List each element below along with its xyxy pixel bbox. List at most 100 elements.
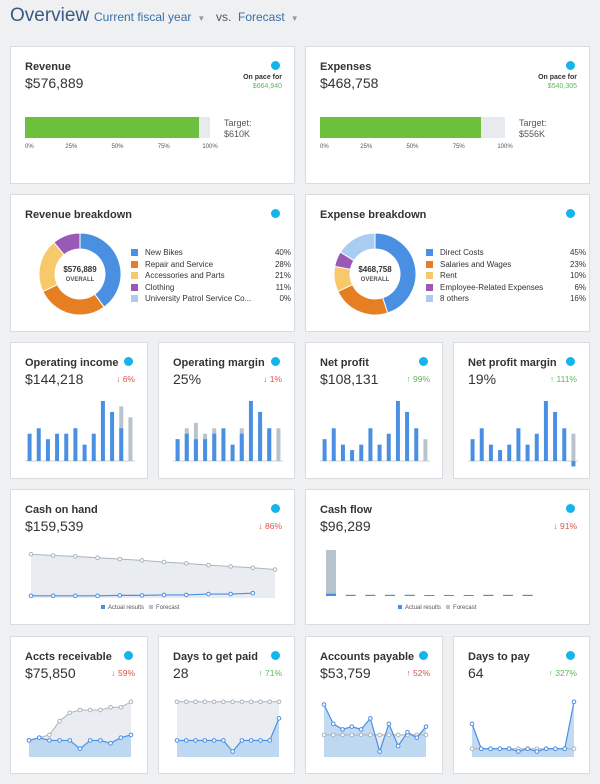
chart-legend: Actual results Forecast bbox=[101, 605, 179, 611]
xero-icon[interactable] bbox=[124, 357, 133, 366]
legend-label: Actual results bbox=[405, 605, 442, 611]
actual-bar bbox=[377, 444, 382, 461]
revenue-breakdown-card[interactable]: Revenue breakdown $576,889 OVERALL New B… bbox=[10, 194, 295, 332]
actual-point bbox=[395, 743, 401, 749]
progress-bar bbox=[320, 117, 505, 138]
forecast-point bbox=[211, 699, 217, 705]
progress-bar bbox=[25, 117, 210, 138]
xero-icon[interactable] bbox=[124, 651, 133, 660]
xero-icon[interactable] bbox=[566, 209, 575, 218]
change-value: 91% bbox=[559, 521, 577, 531]
forecast-point bbox=[193, 699, 198, 705]
change-indicator: ↓ 59% bbox=[111, 668, 135, 678]
actual-bar bbox=[119, 428, 124, 461]
xero-icon[interactable] bbox=[271, 651, 280, 660]
xero-icon[interactable] bbox=[271, 357, 280, 366]
actual-point bbox=[405, 729, 410, 735]
actual-bar bbox=[395, 401, 400, 461]
forecast-point bbox=[47, 732, 52, 738]
arrow-down-icon: ↓ bbox=[116, 374, 121, 384]
pace-info: On pace for $664,940 bbox=[243, 73, 282, 91]
arrow-down-icon: ↓ bbox=[553, 521, 558, 531]
actual-bar bbox=[345, 595, 356, 596]
actual-point bbox=[36, 735, 42, 740]
xero-icon[interactable] bbox=[271, 209, 280, 218]
legend-swatch bbox=[446, 605, 451, 610]
forecast-point bbox=[108, 704, 113, 710]
forecast-point bbox=[139, 558, 145, 563]
expenses-card[interactable]: Expenses $468,758 On pace for $540,305 0… bbox=[305, 46, 590, 184]
legend-pct: 0% bbox=[279, 294, 291, 303]
pace-value: $664,940 bbox=[252, 83, 282, 90]
days-to-pay-card[interactable]: Days to pay 64 ↑ 327% bbox=[453, 636, 590, 774]
xero-icon[interactable] bbox=[566, 504, 575, 513]
actual-bar bbox=[267, 428, 272, 461]
card-value: 25% bbox=[173, 371, 202, 387]
forecast-bar bbox=[571, 433, 576, 461]
net-profit-card[interactable]: Net profit $108,131 ↑ 99% bbox=[305, 342, 443, 479]
actual-bar bbox=[444, 595, 454, 596]
legend-pct: 40% bbox=[274, 248, 291, 257]
legend-swatch bbox=[426, 260, 433, 268]
legend-item[interactable]: Salaries and Wages 23% bbox=[426, 260, 586, 272]
xero-icon[interactable] bbox=[419, 651, 428, 660]
legend-item[interactable]: Accessories and Parts 21% bbox=[131, 271, 291, 283]
donut-slice bbox=[53, 232, 81, 256]
operating-income-card[interactable]: Operating income $144,218 ↓ 6% bbox=[10, 342, 148, 479]
card-title: Operating income bbox=[25, 357, 119, 369]
legend-item[interactable]: University Patrol Service Co... 0% bbox=[131, 294, 291, 306]
actual-point bbox=[543, 746, 549, 752]
pace-info: On pace for $540,305 bbox=[538, 73, 577, 91]
actual-bar bbox=[543, 401, 548, 461]
legend-item[interactable]: New Bikes 40% bbox=[131, 248, 291, 260]
xero-icon[interactable] bbox=[566, 61, 575, 70]
legend-item[interactable]: 8 others 16% bbox=[426, 294, 586, 306]
legend-label: Actual results bbox=[108, 605, 145, 611]
accounts-payable-card[interactable]: Accounts payable $53,759 ↑ 52% bbox=[305, 636, 443, 774]
days-to-pay-chart bbox=[469, 699, 577, 757]
expense-donut-chart bbox=[333, 232, 417, 316]
xero-icon[interactable] bbox=[419, 357, 428, 366]
legend-label: New Bikes bbox=[145, 248, 183, 257]
xero-icon[interactable] bbox=[566, 651, 575, 660]
tick-label: 50% bbox=[406, 144, 419, 150]
card-value: $159,539 bbox=[25, 518, 84, 534]
period-dropdown[interactable]: Current fiscal year ▼ bbox=[94, 10, 205, 24]
expense-breakdown-card[interactable]: Expense breakdown $468,758 OVERALL Direc… bbox=[305, 194, 590, 332]
days-to-get-paid-card[interactable]: Days to get paid 28 ↑ 71% bbox=[158, 636, 295, 774]
cash-on-hand-card[interactable]: Cash on hand $159,539 ↓ 86% Actual resul… bbox=[10, 489, 295, 625]
net-profit-margin-card[interactable]: Net profit margin 19% ↑ 111% bbox=[453, 342, 590, 479]
legend-item[interactable]: Repair and Service 28% bbox=[131, 260, 291, 272]
card-value: $96,289 bbox=[320, 518, 371, 534]
legend-item[interactable]: Rent 10% bbox=[426, 271, 586, 283]
legend-item[interactable]: Clothing 11% bbox=[131, 283, 291, 295]
card-title: Operating margin bbox=[173, 357, 265, 369]
actual-point bbox=[488, 746, 493, 752]
period-dropdown-label: Current fiscal year bbox=[94, 10, 192, 24]
xero-icon[interactable] bbox=[271, 504, 280, 513]
actual-bar bbox=[340, 444, 345, 461]
revenue-card[interactable]: Revenue $576,889 On pace for $664,940 0%… bbox=[10, 46, 295, 184]
xero-icon[interactable] bbox=[566, 357, 575, 366]
change-value: 99% bbox=[412, 374, 430, 384]
donut-center-label: $576,889 OVERALL bbox=[52, 265, 108, 285]
actual-point bbox=[87, 738, 93, 743]
compare-dropdown[interactable]: Forecast ▼ bbox=[238, 10, 299, 24]
xero-icon[interactable] bbox=[271, 61, 280, 70]
forecast-point bbox=[117, 556, 123, 562]
legend-label: Direct Costs bbox=[440, 248, 484, 257]
operating-margin-card[interactable]: Operating margin 25% ↓ 1% bbox=[158, 342, 295, 479]
legend-item[interactable]: Direct Costs 45% bbox=[426, 248, 586, 260]
legend-item[interactable]: Employee-Related Expenses 6% bbox=[426, 283, 586, 295]
progress-fill bbox=[320, 117, 481, 138]
change-indicator: ↓ 86% bbox=[258, 521, 282, 531]
actual-bar bbox=[507, 444, 512, 461]
donut-slice bbox=[374, 232, 417, 314]
actual-bar bbox=[248, 401, 253, 461]
actual-bar bbox=[184, 433, 189, 461]
actual-bar bbox=[463, 595, 474, 596]
cash-flow-card[interactable]: Cash flow $96,289 ↓ 91% Actual results F… bbox=[305, 489, 590, 625]
actual-point bbox=[73, 593, 78, 599]
actual-bar bbox=[405, 411, 410, 461]
accts-receivable-card[interactable]: Accts receivable $75,850 ↓ 59% bbox=[10, 636, 148, 774]
